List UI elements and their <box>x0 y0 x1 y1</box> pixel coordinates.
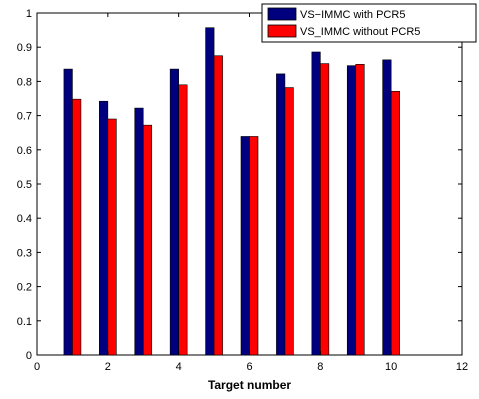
y-tick-label: 0 <box>26 350 32 362</box>
y-tick-label: 0.4 <box>17 213 32 225</box>
bar-with-pcr5-target-4 <box>169 68 179 356</box>
bar-without-pcr5-target-1 <box>72 98 82 356</box>
bar-with-pcr5-target-1 <box>63 68 73 356</box>
y-tick-label: 0.5 <box>17 179 32 191</box>
bar-with-pcr5-target-10 <box>382 59 392 356</box>
x-axis-label: Target number <box>208 378 291 392</box>
x-tick-label: 12 <box>456 361 468 373</box>
bar-without-pcr5-target-7 <box>284 87 294 356</box>
x-tick-label: 6 <box>246 361 252 373</box>
x-tick-label: 0 <box>34 361 40 373</box>
legend-swatch-with-pcr5 <box>267 7 297 21</box>
y-axis: 0 0.1 0.2 0.3 0.4 0.5 0.6 0.7 0.8 0.9 1 <box>17 8 462 362</box>
x-tick-label: 2 <box>105 361 111 373</box>
bar-without-pcr5-target-6 <box>249 136 259 356</box>
bar-without-pcr5-target-4 <box>178 84 188 356</box>
bar-without-pcr5-target-10 <box>390 91 400 356</box>
bars-group <box>63 27 400 356</box>
x-tick-label: 8 <box>317 361 323 373</box>
bar-with-pcr5-target-5 <box>205 27 215 356</box>
legend-box <box>261 3 477 43</box>
bar-with-pcr5-target-6 <box>240 136 250 356</box>
bar-with-pcr5-target-7 <box>276 73 286 356</box>
legend: VS−IMMC with PCR5 VS_IMMC without PCR5 <box>261 3 477 43</box>
y-tick-label: 0.3 <box>17 247 32 259</box>
legend-label-without-pcr5: VS_IMMC without PCR5 <box>300 26 420 38</box>
bar-with-pcr5-target-3 <box>134 107 144 356</box>
y-tick-label: 0.2 <box>17 282 32 294</box>
bar-without-pcr5-target-8 <box>320 63 330 356</box>
y-tick-label: 0.8 <box>17 76 32 88</box>
bar-without-pcr5-target-3 <box>142 124 153 356</box>
x-axis: 0 2 4 6 8 10 12 <box>34 13 468 373</box>
legend-label-with-pcr5: VS−IMMC with PCR5 <box>300 9 405 21</box>
y-tick-label: 1 <box>26 8 32 20</box>
y-tick-label: 0.6 <box>17 145 32 157</box>
x-tick-label: 10 <box>385 361 397 373</box>
y-tick-label: 0.9 <box>17 42 32 54</box>
y-tick-label: 0.1 <box>17 316 32 328</box>
bar-without-pcr5-target-2 <box>107 118 117 356</box>
y-tick-label: 0.7 <box>17 111 32 123</box>
bar-with-pcr5-target-9 <box>346 65 357 356</box>
bar-without-pcr5-target-5 <box>213 55 223 356</box>
bar-without-pcr5-target-9 <box>355 64 365 356</box>
bar-with-pcr5-target-2 <box>99 100 109 356</box>
bar-with-pcr5-target-8 <box>311 51 321 356</box>
x-tick-label: 4 <box>176 361 182 373</box>
legend-swatch-without-pcr5 <box>267 24 297 38</box>
